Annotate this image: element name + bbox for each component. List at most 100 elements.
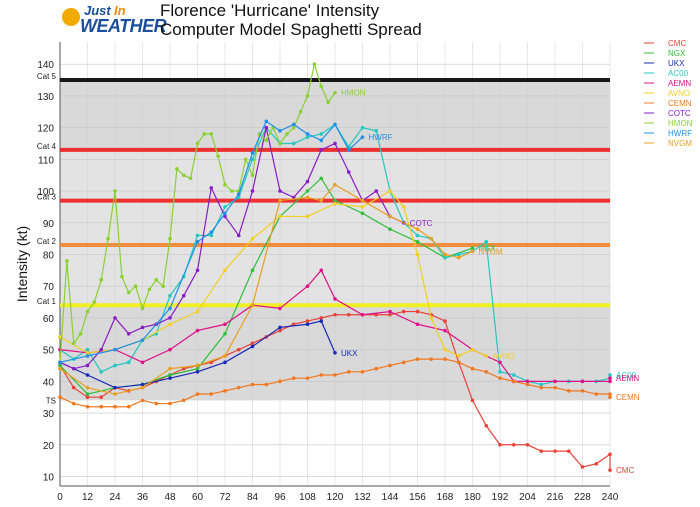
series-point	[195, 268, 200, 273]
x-tick-label: 24	[109, 492, 121, 503]
series-point	[195, 366, 200, 371]
y-tick-label: 130	[37, 92, 54, 103]
series-point	[181, 398, 186, 403]
series-point	[140, 398, 145, 403]
series-point	[209, 233, 214, 238]
y-tick-label: 50	[43, 346, 55, 357]
series-point	[566, 449, 571, 453]
series-point	[168, 236, 172, 241]
series-point	[360, 211, 365, 216]
series-point	[71, 366, 76, 371]
series-point	[223, 205, 227, 209]
series-point	[319, 268, 324, 273]
series-point	[333, 201, 337, 206]
series-point	[346, 148, 351, 152]
series-point	[278, 379, 282, 384]
y-tick-label: 20	[43, 441, 55, 452]
series-point	[539, 382, 544, 387]
series-point	[140, 360, 145, 365]
series-point	[388, 309, 392, 314]
series-point	[230, 189, 234, 193]
logo-text-in: In	[114, 3, 126, 18]
series-end-label: HMON	[341, 89, 366, 98]
x-tick-label: 84	[247, 492, 259, 503]
series-point	[133, 284, 138, 289]
series-point	[202, 132, 207, 136]
series-point	[154, 401, 159, 406]
series-point	[333, 182, 337, 187]
series-point	[333, 198, 337, 203]
series-point	[360, 135, 365, 139]
series-point	[580, 379, 585, 384]
series-point	[250, 268, 255, 273]
series-point	[470, 249, 475, 254]
threshold-label: Cat 3	[37, 193, 57, 202]
series-point	[415, 233, 420, 238]
series-point	[236, 385, 241, 390]
x-tick-label: 240	[602, 492, 619, 503]
y-tick-label: 70	[43, 282, 55, 293]
series-point	[181, 293, 186, 298]
series-point	[484, 354, 489, 358]
series-point	[278, 189, 282, 193]
series-point	[429, 357, 434, 361]
series-point	[278, 214, 282, 219]
series-end-label: CEMN	[616, 393, 640, 402]
series-point	[319, 132, 324, 136]
series-line	[59, 358, 611, 408]
series-point	[195, 363, 200, 368]
series-point	[126, 404, 131, 409]
series-point	[140, 385, 145, 390]
series-point	[140, 325, 145, 330]
series-point	[608, 468, 612, 472]
series-point	[113, 404, 117, 409]
series-point	[415, 322, 420, 327]
legend-item: AEMN	[668, 79, 691, 88]
series-point	[291, 122, 296, 127]
series-point	[85, 351, 90, 355]
series-point	[305, 179, 310, 184]
y-tick-label: 90	[43, 219, 55, 230]
y-axis-label: Intensity (kt)	[14, 226, 30, 302]
series-point	[223, 182, 227, 187]
series-point	[168, 373, 172, 377]
series-point	[278, 129, 282, 133]
series-point	[333, 351, 337, 355]
series-point	[608, 376, 612, 380]
series-point	[498, 360, 502, 365]
series-end-label: AEMN	[616, 374, 639, 383]
series-point	[443, 252, 447, 257]
series-point	[223, 214, 227, 219]
series-point	[278, 328, 282, 333]
series-point	[168, 316, 172, 320]
series-point	[388, 189, 392, 193]
y-tick-label: 40	[43, 377, 55, 388]
y-tick-label: 10	[43, 472, 55, 483]
series-point	[553, 385, 557, 390]
series-point	[106, 236, 110, 241]
series-point	[71, 401, 76, 406]
y-tick-label: 120	[37, 124, 54, 135]
series-point	[278, 141, 282, 146]
series-point	[113, 392, 117, 396]
series-point	[113, 316, 117, 320]
legend-item: HMON	[668, 119, 693, 128]
x-tick-label: 72	[219, 492, 231, 503]
series-point	[140, 306, 145, 311]
series-point	[85, 392, 90, 396]
series-point	[319, 319, 324, 323]
series-point	[126, 331, 131, 336]
series-point	[553, 449, 557, 453]
series-point	[443, 255, 447, 260]
series-point	[264, 119, 269, 124]
y-tick-label: 60	[43, 314, 55, 325]
series-point	[209, 392, 214, 396]
x-tick-label: 12	[82, 492, 94, 503]
series-end-label: AVNO	[492, 352, 514, 361]
series-end-label: CMC	[616, 466, 634, 475]
series-point	[236, 195, 241, 200]
series-point	[223, 331, 227, 336]
legend-item: HWRF	[668, 129, 692, 138]
series-point	[168, 401, 172, 406]
threshold-label: Cat 2	[37, 237, 57, 246]
